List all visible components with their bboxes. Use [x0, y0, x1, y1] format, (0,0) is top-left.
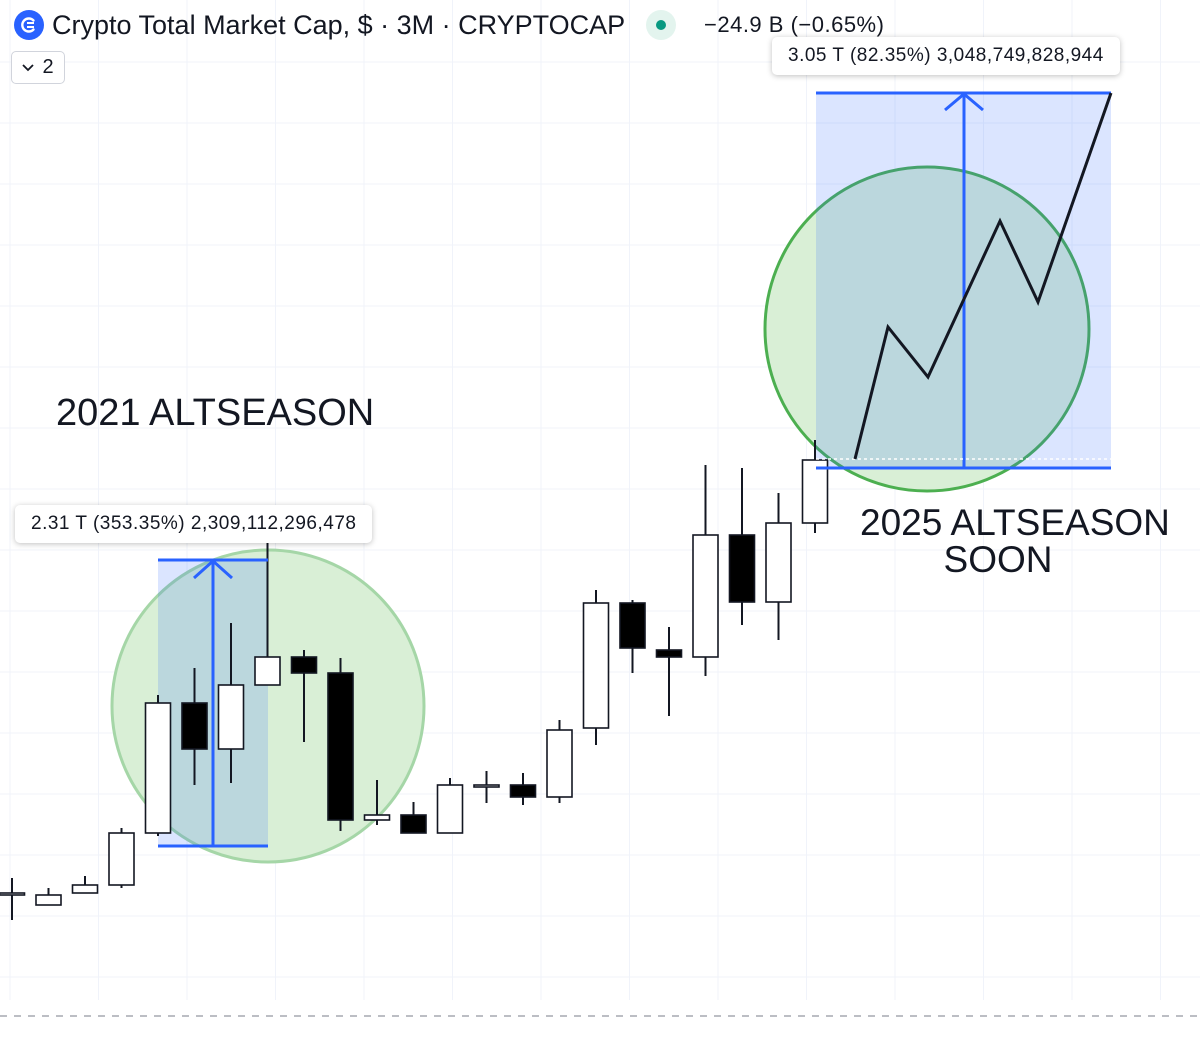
candle: [801, 440, 829, 533]
crypto-logo-icon: [14, 10, 44, 40]
measure-tool-2021: [158, 558, 268, 848]
candle: [327, 658, 354, 831]
chevron-down-icon: [22, 63, 35, 71]
indicators-collapse-button[interactable]: 2: [11, 51, 65, 84]
candle: [692, 465, 719, 676]
arrow-up-icon: [192, 558, 234, 580]
candle-body-down: [655, 649, 683, 658]
candle-body-down: [509, 784, 537, 798]
candle-body-up: [144, 702, 172, 834]
candle: [254, 540, 281, 686]
candle-body-up: [363, 814, 391, 821]
candle: [509, 773, 537, 805]
candles-group: [0, 440, 829, 920]
candle: [655, 627, 683, 716]
candle-body-down: [619, 602, 646, 649]
candle: [290, 650, 318, 742]
candle: [436, 778, 464, 834]
candle-body-up: [254, 656, 281, 686]
candle-body-down: [181, 702, 208, 750]
candle: [363, 780, 391, 825]
candle-body-down: [327, 672, 354, 821]
candle: [0, 878, 26, 920]
candle-body-up: [546, 729, 573, 798]
candle-body-up: [436, 784, 464, 834]
measure-label-2025: 3.05 T (82.35%) 3,048,749,828,944: [772, 37, 1120, 75]
candle: [181, 668, 208, 785]
candle-body-up: [108, 832, 135, 886]
candle: [144, 695, 172, 836]
candle: [71, 876, 99, 894]
candle-body-up: [473, 784, 500, 788]
candle-body-up: [765, 522, 792, 603]
annotation-2025-soon: SOON: [943, 539, 1053, 580]
candle-body-up: [692, 534, 719, 658]
candle: [108, 828, 135, 888]
candle: [400, 802, 427, 834]
candle: [35, 888, 62, 906]
measure-label-2021: 2.31 T (353.35%) 2,309,112,296,478: [15, 505, 373, 543]
chart-title: Crypto Total Market Cap, $ · 3M · CRYPTO…: [52, 9, 626, 40]
chart-header: Crypto Total Market Cap, $ · 3M · CRYPTO…: [14, 8, 625, 42]
candle: [582, 590, 610, 745]
candle: [765, 493, 792, 640]
candle-body-up: [217, 684, 245, 750]
candle-body-up: [582, 602, 610, 729]
annotation-2025-altseason: 2025 ALTSEASON: [860, 502, 1170, 543]
candle-body-down: [290, 656, 318, 674]
price-change: −24.9 B (−0.65%): [704, 12, 885, 37]
arrow-up-icon: [944, 92, 984, 112]
candle-body-up: [0, 892, 26, 896]
indicators-count: 2: [42, 56, 54, 78]
candle: [728, 468, 756, 625]
candle-body-up: [71, 884, 99, 894]
market-status[interactable]: [646, 10, 676, 40]
candle-body-up: [801, 459, 829, 524]
projection-path: [853, 92, 1113, 460]
candle: [473, 771, 500, 803]
candle-body-down: [400, 814, 427, 834]
candle-body-up: [35, 894, 62, 906]
candle: [217, 623, 245, 783]
measure-tool-2025: [816, 91, 1111, 470]
status-dot-icon: [656, 20, 666, 30]
annotation-2021-altseason: 2021 ALTSEASON: [56, 392, 375, 434]
candle: [619, 600, 646, 673]
candle-body-down: [728, 534, 756, 603]
altseason-2025-circle: [763, 165, 1091, 493]
candle: [546, 720, 573, 803]
